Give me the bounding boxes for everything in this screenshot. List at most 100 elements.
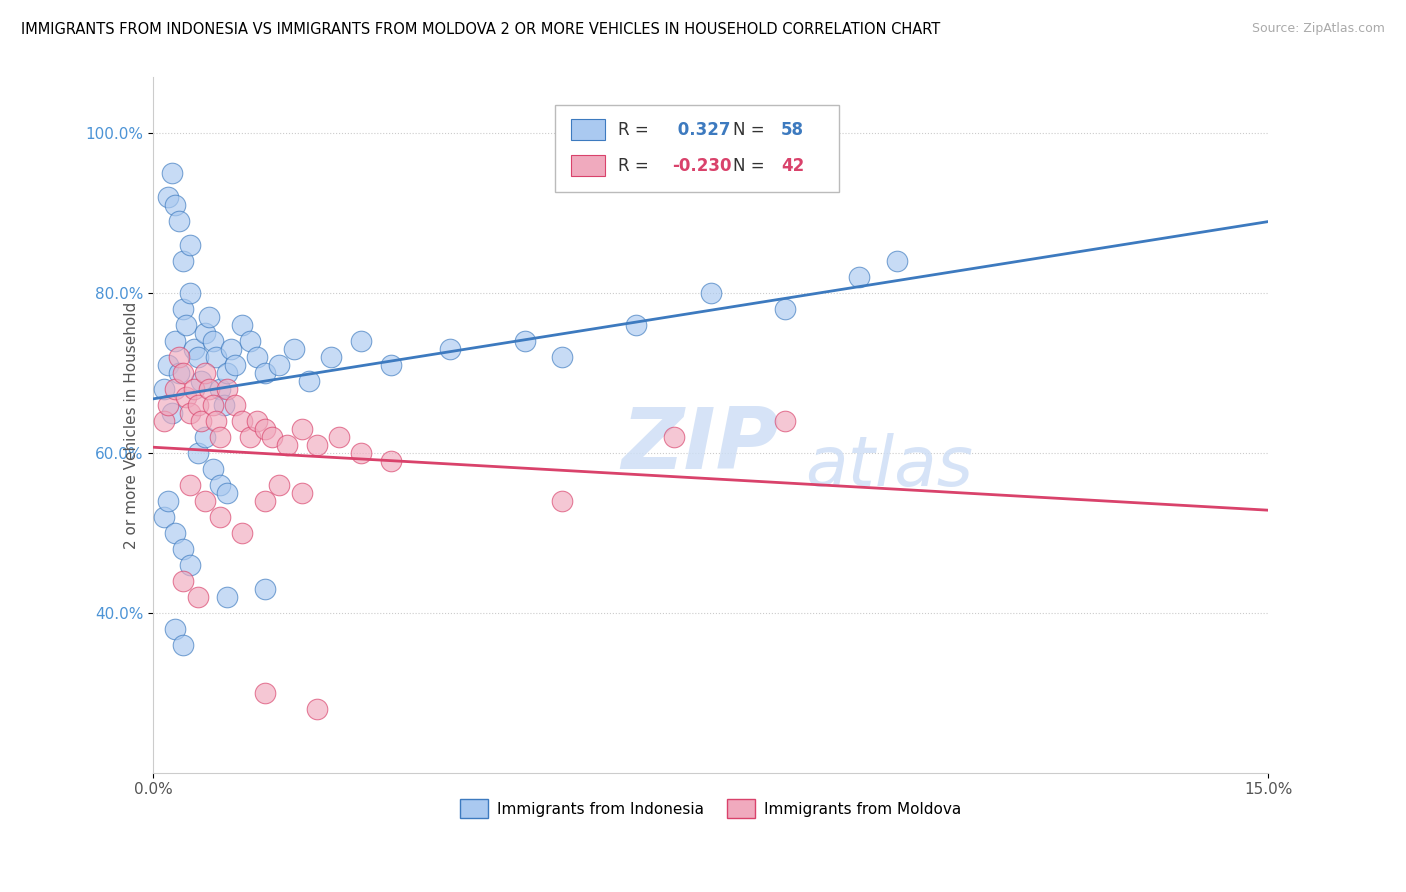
Point [224,398,246,412]
Point [194,494,217,508]
Point [201,334,224,348]
Point [187,446,209,460]
Point [253,422,276,436]
Point [231,526,253,541]
Point [231,318,253,333]
Point [179,286,201,301]
Point [187,350,209,364]
Point [269,478,291,492]
Point [201,398,224,412]
Point [172,541,194,556]
Point [160,406,183,420]
Text: -0.230: -0.230 [672,157,731,175]
Point [626,318,648,333]
Point [179,238,201,252]
Point [179,406,201,420]
Point [380,454,402,468]
Point [205,414,228,428]
Point [246,350,269,364]
Point [172,574,194,588]
Point [551,350,574,364]
FancyBboxPatch shape [571,120,605,140]
Point [298,374,321,388]
Point [179,478,201,492]
Point [551,494,574,508]
Text: 0.327: 0.327 [672,120,730,138]
Point [176,390,198,404]
Point [513,334,536,348]
Point [201,462,224,476]
Point [699,286,721,301]
FancyBboxPatch shape [554,105,839,192]
Point [165,526,187,541]
Point [187,398,209,412]
Point [183,342,205,356]
Point [187,590,209,604]
Point [167,214,190,228]
Point [848,270,870,285]
Y-axis label: 2 or more Vehicles in Household: 2 or more Vehicles in Household [124,301,139,549]
Point [253,494,276,508]
Point [167,366,190,380]
Point [253,686,276,700]
Point [172,302,194,317]
Text: atlas: atlas [806,434,973,500]
Point [208,478,231,492]
Point [183,382,205,396]
Point [153,382,176,396]
Point [179,558,201,572]
Text: 58: 58 [780,120,804,138]
Point [239,430,262,444]
Point [167,350,190,364]
Point [156,494,179,508]
Point [172,366,194,380]
Point [321,350,343,364]
Point [439,342,461,356]
Point [260,430,283,444]
Point [276,438,298,452]
Point [160,166,183,180]
Point [165,334,187,348]
Point [197,382,219,396]
Point [190,374,212,388]
Point [205,350,228,364]
Point [291,422,314,436]
Point [156,398,179,412]
Point [165,622,187,636]
Point [212,398,235,412]
FancyBboxPatch shape [571,155,605,177]
Point [886,254,908,268]
Point [194,430,217,444]
Point [194,326,217,341]
Point [269,358,291,372]
Point [246,414,269,428]
Point [305,438,328,452]
Point [283,342,305,356]
Point [217,486,239,500]
Point [219,342,242,356]
Point [217,366,239,380]
Point [231,414,253,428]
Point [380,358,402,372]
Point [305,702,328,716]
Point [172,638,194,652]
Text: N =: N = [733,157,770,175]
Point [350,334,373,348]
Point [156,190,179,204]
Point [153,510,176,524]
Point [165,198,187,212]
Point [208,382,231,396]
Point [253,582,276,596]
Point [172,254,194,268]
Point [208,510,231,524]
Point [253,366,276,380]
Point [194,366,217,380]
Text: Source: ZipAtlas.com: Source: ZipAtlas.com [1251,22,1385,36]
Point [773,302,796,317]
Point [350,446,373,460]
Text: N =: N = [733,120,770,138]
Text: IMMIGRANTS FROM INDONESIA VS IMMIGRANTS FROM MOLDOVA 2 OR MORE VEHICLES IN HOUSE: IMMIGRANTS FROM INDONESIA VS IMMIGRANTS … [21,22,941,37]
Point [208,430,231,444]
Legend: Immigrants from Indonesia, Immigrants from Moldova: Immigrants from Indonesia, Immigrants fr… [454,793,967,824]
Point [217,382,239,396]
